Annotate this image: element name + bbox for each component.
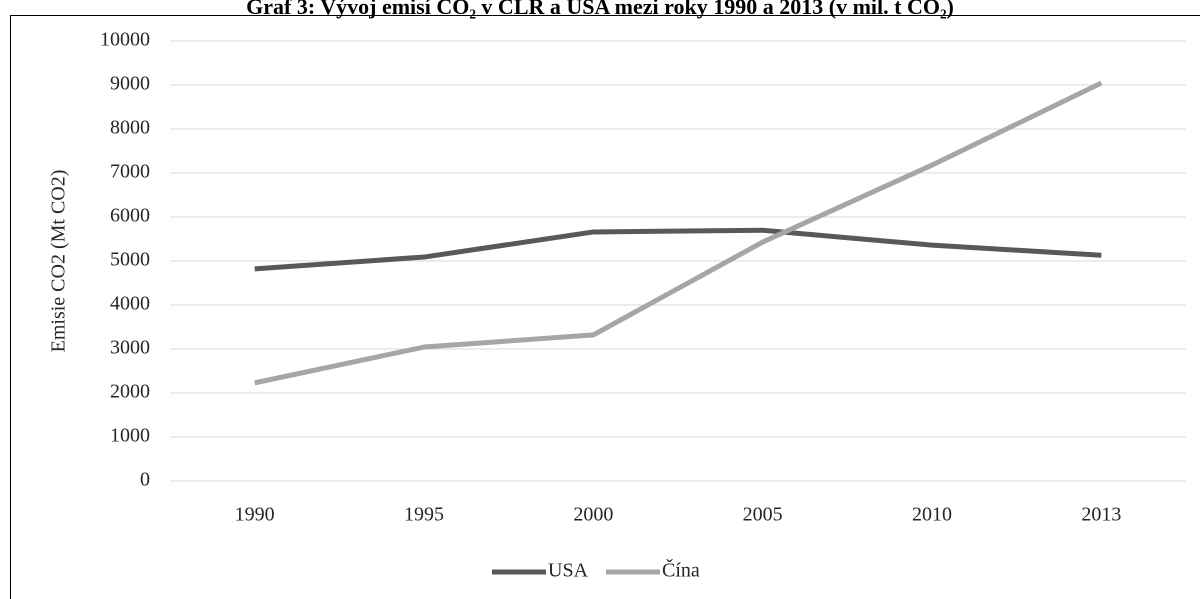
series-line bbox=[254, 80, 1103, 386]
y-tick-label: 7000 bbox=[110, 161, 150, 183]
y-tick-label: 3000 bbox=[110, 337, 150, 359]
y-tick-label: 5000 bbox=[110, 249, 150, 271]
y-tick-label: 0 bbox=[140, 469, 150, 491]
legend-label: USA bbox=[548, 560, 589, 582]
x-tick-label: 1995 bbox=[404, 504, 444, 526]
y-tick-label: 10000 bbox=[100, 29, 150, 51]
y-tick-label: 8000 bbox=[110, 117, 150, 139]
chart-title: Graf 3: Vývoj emisí CO₂ v ČLR a USA mezi… bbox=[246, 0, 954, 19]
series-line bbox=[254, 227, 1102, 272]
x-tick-label: 2005 bbox=[743, 504, 783, 526]
y-tick-label: 6000 bbox=[110, 205, 150, 227]
x-tick-label: 2013 bbox=[1081, 504, 1121, 526]
legend-label: Čína bbox=[662, 558, 700, 582]
y-tick-label: 2000 bbox=[110, 381, 150, 403]
y-axis-label: Emisie CO2 (Mt CO2) bbox=[48, 170, 70, 353]
y-tick-label: 4000 bbox=[110, 293, 150, 315]
chart-frame bbox=[10, 15, 1200, 599]
y-tick-label: 9000 bbox=[110, 73, 150, 95]
x-tick-label: 2000 bbox=[573, 504, 613, 526]
x-tick-label: 2010 bbox=[912, 504, 952, 526]
y-tick-label: 1000 bbox=[110, 425, 150, 447]
x-tick-label: 1990 bbox=[235, 504, 275, 526]
